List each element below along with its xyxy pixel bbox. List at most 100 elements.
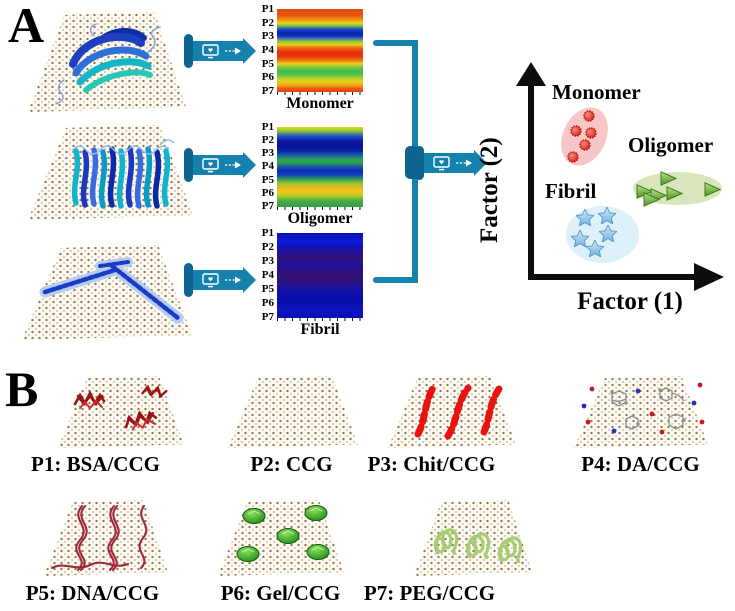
monitor-icon [202,43,219,58]
process-arrow-monomer [184,34,256,68]
chitosan-chains [414,384,503,440]
dna-strands [50,504,148,572]
dashed-arrow-icon [225,47,241,55]
arrow-body [191,155,243,175]
fibril-marker [586,240,604,257]
bracket-bottom [373,277,418,283]
x-axis-label: Factor (1) [577,288,683,315]
fibril-rods [39,257,184,324]
heatmap-row-labels: P1 P2 P3 P4 P5 P6 P7 [246,4,274,97]
monomer-marker [570,125,582,137]
oligomer-marker [660,171,677,186]
heatmap-row-label: P6 [261,71,274,84]
heatmap-title-fibril: Fibril [300,321,340,338]
heatmap-row-label: P4 [261,269,274,281]
x-axis-arrowhead [694,263,724,291]
heatmap-row-label: P6 [261,186,274,199]
peg-coils [433,528,523,564]
sample-p1-image [58,376,184,448]
heatmap-row-label: P2 [261,16,274,29]
sample-p4-label: P4: DA/CCG [581,452,700,476]
process-arrow-oligomer [184,148,256,182]
heatmap-fibril-map [277,233,363,318]
oligomer-cluster [632,170,724,210]
sample-p2-image [228,376,358,448]
heatmap-row-label: P7 [261,84,274,97]
heatmap-ticks [277,92,363,95]
heatmap-row-label: P5 [261,173,274,186]
dashed-arrow-icon [456,159,472,167]
arrow-head [243,152,256,178]
heatmap-row-label: P2 [261,241,274,253]
heatmap-row-label: P3 [261,147,274,160]
heatmap-title-monomer: Monomer [286,95,354,112]
heatmap-row-label: P2 [261,134,274,147]
arrow-head [474,150,487,176]
sample-p4-image [574,376,708,448]
fibril-cluster [566,206,639,264]
oligomer-marker [666,186,683,201]
heatmap-title-oligomer: Oligomer [287,210,353,227]
monomer-protein-ribbons [55,23,161,105]
arrow-body [422,153,474,173]
y-axis-label: Factor (2) [476,137,503,243]
dopamine-molecules [581,382,705,435]
monomer-cluster-label: Monomer [552,80,641,104]
fibril-marker [598,207,616,224]
panel-a-label: A [8,0,45,53]
heatmap-row-label: P3 [261,30,274,43]
analysis-arrow [415,146,487,180]
dashed-arrow-icon [225,276,241,284]
sample-p1-label: P1: BSA/CCG [31,452,160,476]
fibril-marker [599,225,617,242]
monitor-icon [433,155,450,170]
y-axis [528,84,534,280]
process-arrow-fibril [184,263,256,297]
arrow-head [243,267,256,293]
heatmap-row-label: P3 [261,255,274,267]
arrow-bar [184,263,193,297]
heatmap-row-label: P5 [261,57,274,70]
fibril-structure-image [22,245,192,340]
arrow-body [191,41,243,61]
sample-p5-image [44,500,168,576]
monomer-marker [567,151,579,163]
oligomer-marker [704,182,721,197]
heatmap-row-label: P1 [261,121,274,133]
heatmap-row-labels: P1 P2 P3 P4 P5 P6 P7 [246,227,274,323]
bracket-node [405,146,418,179]
heatmap-ticks [277,207,363,210]
bracket-top [373,40,418,46]
oligomer-protein-ribbons [71,139,175,209]
sample-p7-label: P7: PEG/CCG [363,581,496,605]
dashed-arrow-icon [225,161,241,169]
sample-p5-label: P5: DNA/CCG [25,581,160,605]
heatmap-row-label: P4 [261,160,274,173]
sample-p2-label: P2: CCG [250,452,333,476]
arrow-bar [415,146,424,180]
oligomer-cluster-label: Oligomer [628,133,714,157]
oligomer-marker [643,192,660,207]
sample-p7-image [414,500,532,576]
oligomer-structure-image [28,125,193,220]
arrow-bar [184,34,193,68]
arrow-body [191,270,243,290]
sample-p3-image [388,376,516,448]
heatmap-row-label: P5 [261,283,274,295]
sample-p3-label: P3: Chit/CCG [367,452,496,476]
y-axis-arrowhead [516,62,546,86]
heatmap-row-label: P7 [261,311,274,323]
heatmap-row-labels: P1 P2 P3 P4 P5 P6 P7 [246,121,274,212]
monitor-icon [202,272,219,287]
heatmap-monomer-map [277,9,363,92]
heatmap-row-label: P6 [261,297,274,309]
heatmap-row-label: P1 [261,227,274,239]
fibril-cluster-label: Fibril [545,179,597,203]
heatmap-row-label: P7 [261,199,274,212]
monitor-icon [202,157,219,172]
heatmap-ticks [277,318,363,321]
heatmap-row-label: P4 [261,43,274,56]
sample-p6-label: P6: Gel/CCG [220,581,341,605]
arrow-head [243,38,256,64]
